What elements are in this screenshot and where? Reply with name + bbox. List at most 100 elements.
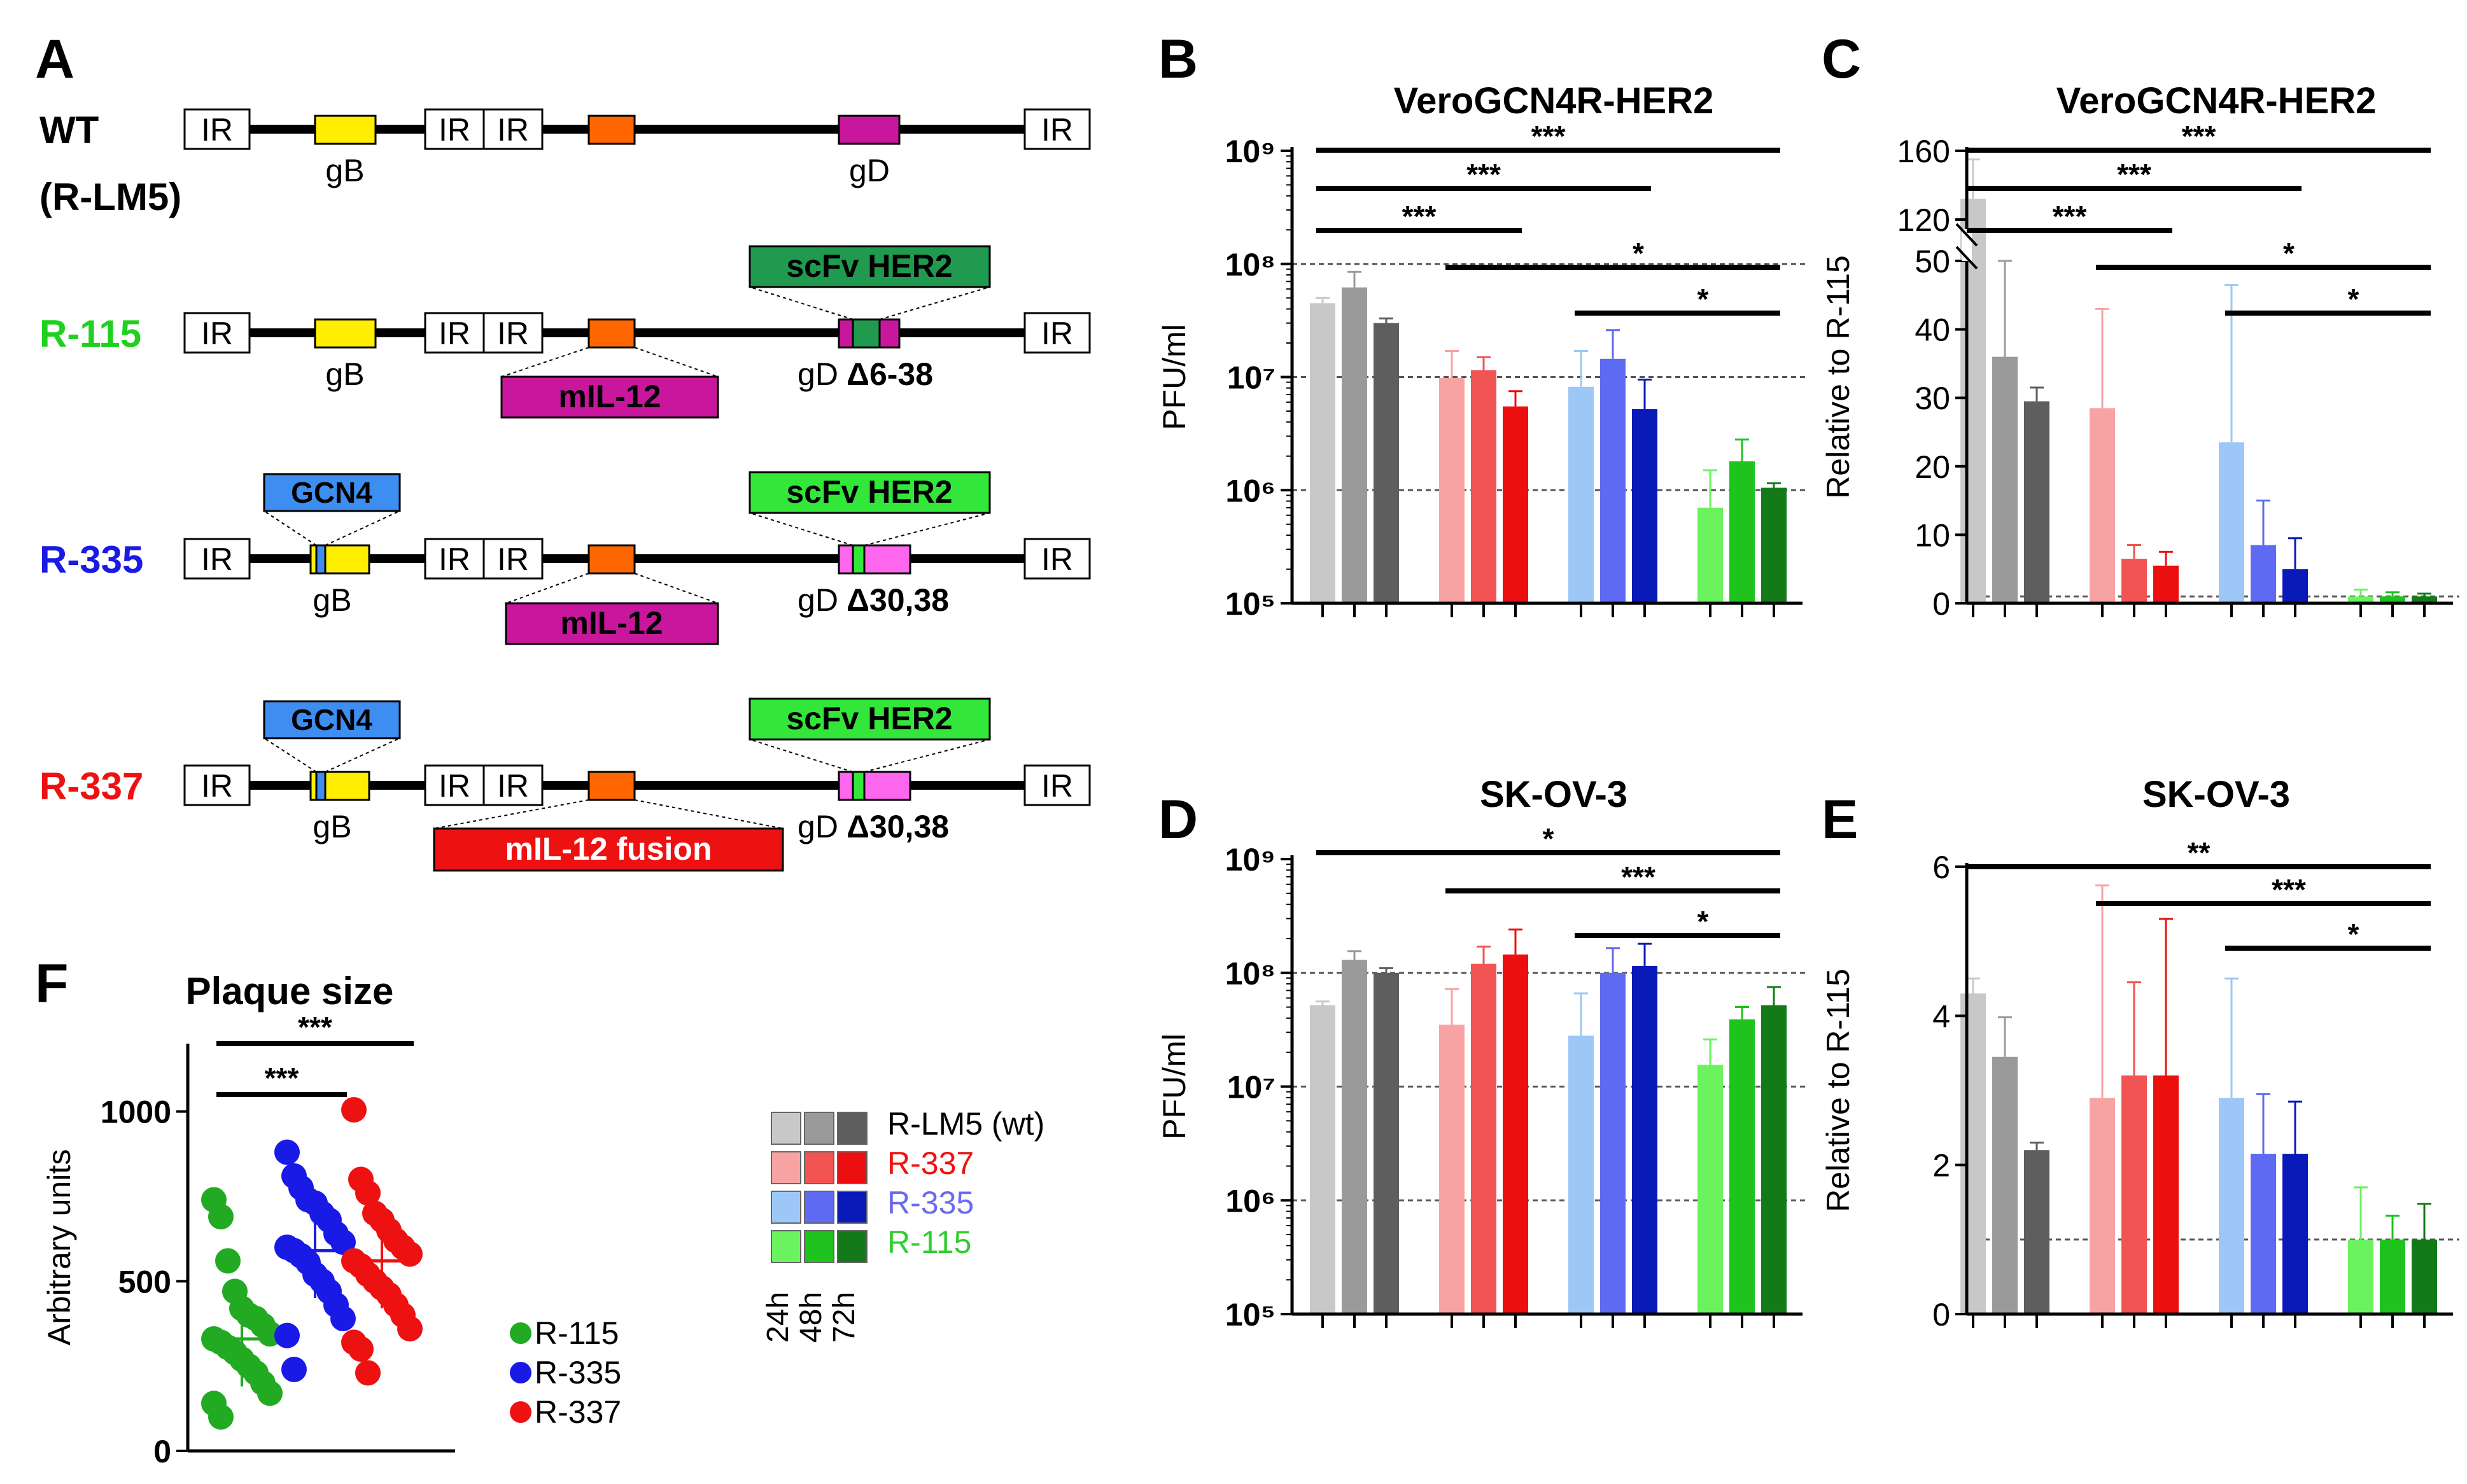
bar bbox=[2282, 1154, 2308, 1314]
legend-label: R-337 bbox=[535, 1394, 621, 1430]
panel-f-letter: F bbox=[35, 953, 69, 1014]
scatter-point bbox=[397, 1241, 423, 1267]
y-axis-label: Relative to R-115 bbox=[1820, 969, 1856, 1212]
significance-label: *** bbox=[2182, 120, 2216, 153]
scfv-her2-label: scFv HER2 bbox=[786, 701, 952, 736]
panel-a-genome-maps: A WT (R-LM5) IR IR IR IR gB gD R-115 IR bbox=[35, 29, 1091, 872]
significance-label: *** bbox=[298, 1011, 332, 1044]
y-tick-label: 160 bbox=[1897, 134, 1950, 169]
row-name-wt: WT bbox=[39, 109, 99, 151]
significance-label: * bbox=[2348, 918, 2359, 951]
ir-box bbox=[183, 538, 251, 580]
ir-label: IR bbox=[439, 112, 470, 148]
scatter-point bbox=[330, 1306, 356, 1331]
bar bbox=[1439, 378, 1465, 603]
legend-swatch bbox=[837, 1112, 868, 1145]
ir-box bbox=[482, 764, 544, 806]
il12-locus bbox=[587, 544, 636, 575]
significance-label: *** bbox=[265, 1061, 299, 1095]
y-tick-label: 10⁹ bbox=[1225, 134, 1276, 169]
ir-box bbox=[1023, 312, 1091, 354]
panel-b-chart: BVeroGCN4R-HER2PFU/ml10⁹10⁸10⁷10⁶10⁵****… bbox=[1156, 29, 1809, 622]
insert-guide bbox=[264, 738, 317, 773]
bar bbox=[1310, 303, 1335, 603]
ir-label: IR bbox=[439, 316, 470, 351]
scfv-her2-label: scFv HER2 bbox=[786, 248, 952, 284]
ir-box bbox=[183, 764, 251, 806]
bar bbox=[2251, 545, 2276, 603]
ir-box bbox=[1023, 108, 1091, 150]
genome-row-wt: WT (R-LM5) IR IR IR IR gB gD bbox=[39, 108, 1091, 218]
genome-row-r115: R-115 IR IR IR IR gB mIL-12 scFv HER2 gD bbox=[39, 245, 1091, 419]
scatter-point bbox=[257, 1380, 283, 1406]
bar bbox=[2121, 559, 2147, 603]
mil12-insert bbox=[505, 602, 719, 645]
il12-locus bbox=[587, 771, 636, 801]
bar bbox=[1960, 993, 1986, 1314]
ir-box bbox=[1023, 764, 1091, 806]
bar bbox=[1342, 960, 1367, 1314]
y-tick-label: 1000 bbox=[101, 1095, 171, 1130]
y-axis-label: Arbitrary units bbox=[41, 1149, 77, 1345]
insert-guide bbox=[749, 286, 854, 320]
ir-box bbox=[482, 538, 544, 580]
scatter-point bbox=[355, 1180, 381, 1206]
ir-label: IR bbox=[439, 542, 470, 577]
gd-label: gD bbox=[849, 153, 890, 188]
panel-letter: E bbox=[1822, 789, 1858, 850]
scatter-point bbox=[355, 1360, 381, 1386]
legend-entry-r335: R-335 bbox=[887, 1185, 974, 1221]
bar bbox=[2412, 596, 2437, 603]
scatter-point bbox=[348, 1336, 374, 1362]
ir-label: IR bbox=[201, 542, 233, 577]
significance-label: * bbox=[1697, 283, 1709, 316]
y-tick-label: 50 bbox=[1915, 244, 1950, 279]
axis-break-mark bbox=[1955, 246, 1978, 270]
bar bbox=[2251, 1154, 2276, 1314]
ir-box bbox=[183, 312, 251, 354]
scatter-point bbox=[208, 1204, 234, 1229]
chart-title: VeroGCN4R-HER2 bbox=[2056, 80, 2377, 122]
bar bbox=[1600, 358, 1626, 603]
bar bbox=[1471, 370, 1496, 603]
bar bbox=[1342, 287, 1367, 603]
bar bbox=[1503, 406, 1528, 603]
insert-guide bbox=[634, 573, 719, 604]
bar bbox=[1992, 1056, 2018, 1314]
y-tick-label: 10 bbox=[1915, 517, 1950, 553]
y-tick-label: 30 bbox=[1915, 381, 1950, 416]
bar bbox=[1568, 386, 1594, 603]
significance-label: *** bbox=[2117, 158, 2151, 191]
gcn4-label: GCN4 bbox=[291, 476, 372, 509]
significance-label: *** bbox=[1621, 860, 1655, 893]
mil12-fusion-insert bbox=[433, 827, 784, 872]
bar bbox=[1729, 461, 1755, 603]
gcn4-insert-in-gb bbox=[315, 544, 327, 575]
legend-label: R-335 bbox=[535, 1355, 621, 1390]
gd-deletion-label: Δ30,38 bbox=[847, 809, 949, 844]
panel-f-chart: Plaque size Arbitrary units 0 500 1000 R-115 R… bbox=[41, 970, 621, 1469]
legend-swatch bbox=[837, 1151, 868, 1184]
insert-guide bbox=[505, 573, 589, 604]
legend-swatch bbox=[804, 1112, 834, 1145]
bar bbox=[1632, 965, 1657, 1314]
il12-locus bbox=[587, 115, 636, 145]
gb-label: gB bbox=[325, 356, 364, 392]
y-tick-label: 10⁵ bbox=[1225, 586, 1276, 622]
gb-gene bbox=[314, 318, 377, 349]
bar bbox=[2348, 596, 2373, 603]
bar bbox=[2380, 1239, 2405, 1314]
mil12-insert bbox=[500, 375, 719, 419]
y-axis-label: Relative to R-115 bbox=[1820, 255, 1856, 499]
ir-label: IR bbox=[201, 768, 233, 804]
insert-guide bbox=[501, 347, 589, 377]
gcn4-insert-in-gb bbox=[315, 771, 327, 801]
bar bbox=[2219, 1098, 2244, 1314]
ir-box bbox=[424, 312, 485, 354]
scfv-her2-box bbox=[749, 697, 991, 741]
bar bbox=[2282, 569, 2308, 603]
gd-gene bbox=[838, 771, 911, 801]
gd-deletion-label: Δ6-38 bbox=[847, 356, 933, 392]
y-tick-label: 2 bbox=[1932, 1148, 1950, 1184]
y-tick-label: 10⁸ bbox=[1225, 247, 1276, 283]
